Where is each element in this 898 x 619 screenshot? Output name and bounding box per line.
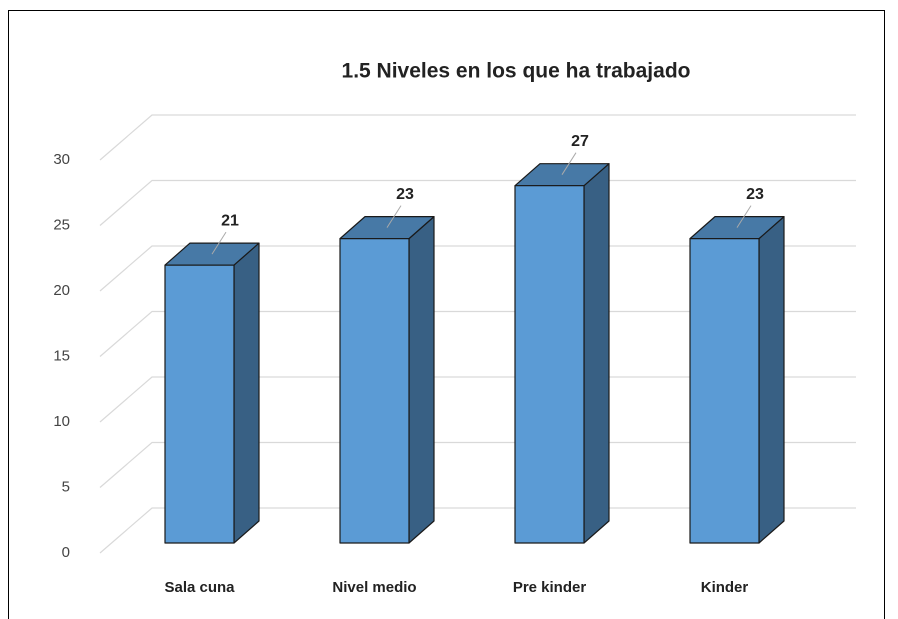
leader-line: [211, 231, 227, 255]
x-tick-label: Pre kinder: [513, 579, 587, 596]
bar-side: [233, 242, 260, 544]
grid-line: [99, 441, 856, 488]
chart-title: 1.5 Niveles en los que ha trabajado: [342, 60, 691, 83]
bar-front: [164, 264, 235, 544]
grid-line: [99, 507, 856, 554]
y-tick-label: 30: [53, 151, 70, 168]
y-tick-label: 10: [53, 413, 70, 430]
bar: [164, 242, 260, 544]
y-tick-label: 15: [53, 347, 70, 364]
leader-line: [736, 205, 752, 228]
x-tick-label: Sala cuna: [164, 579, 235, 596]
grid-line: [99, 376, 856, 423]
y-tick-label: 5: [62, 478, 70, 495]
bar: [689, 216, 785, 544]
value-label: 21: [221, 212, 239, 229]
x-tick-label: Kinder: [701, 579, 749, 596]
bar-side: [408, 216, 435, 544]
bar: [514, 163, 610, 544]
x-tick-label: Nivel medio: [332, 579, 416, 596]
grid-line: [99, 179, 856, 226]
bar-front: [514, 185, 585, 544]
y-tick-label: 0: [62, 544, 70, 561]
bar-side: [758, 216, 785, 544]
grid-line: [99, 245, 856, 292]
value-label: 23: [746, 186, 764, 203]
bar-front: [339, 238, 410, 544]
value-label: 27: [571, 133, 589, 150]
leader-line: [561, 152, 577, 175]
value-label: 23: [396, 186, 414, 203]
y-tick-label: 25: [53, 216, 70, 233]
leader-line: [386, 205, 402, 228]
grid-line: [99, 310, 856, 357]
bar-side: [583, 163, 610, 544]
bar: [339, 216, 435, 544]
chart-frame: [8, 10, 885, 619]
bar-front: [689, 238, 760, 544]
grid-line: [99, 114, 856, 161]
y-tick-label: 20: [53, 282, 70, 299]
